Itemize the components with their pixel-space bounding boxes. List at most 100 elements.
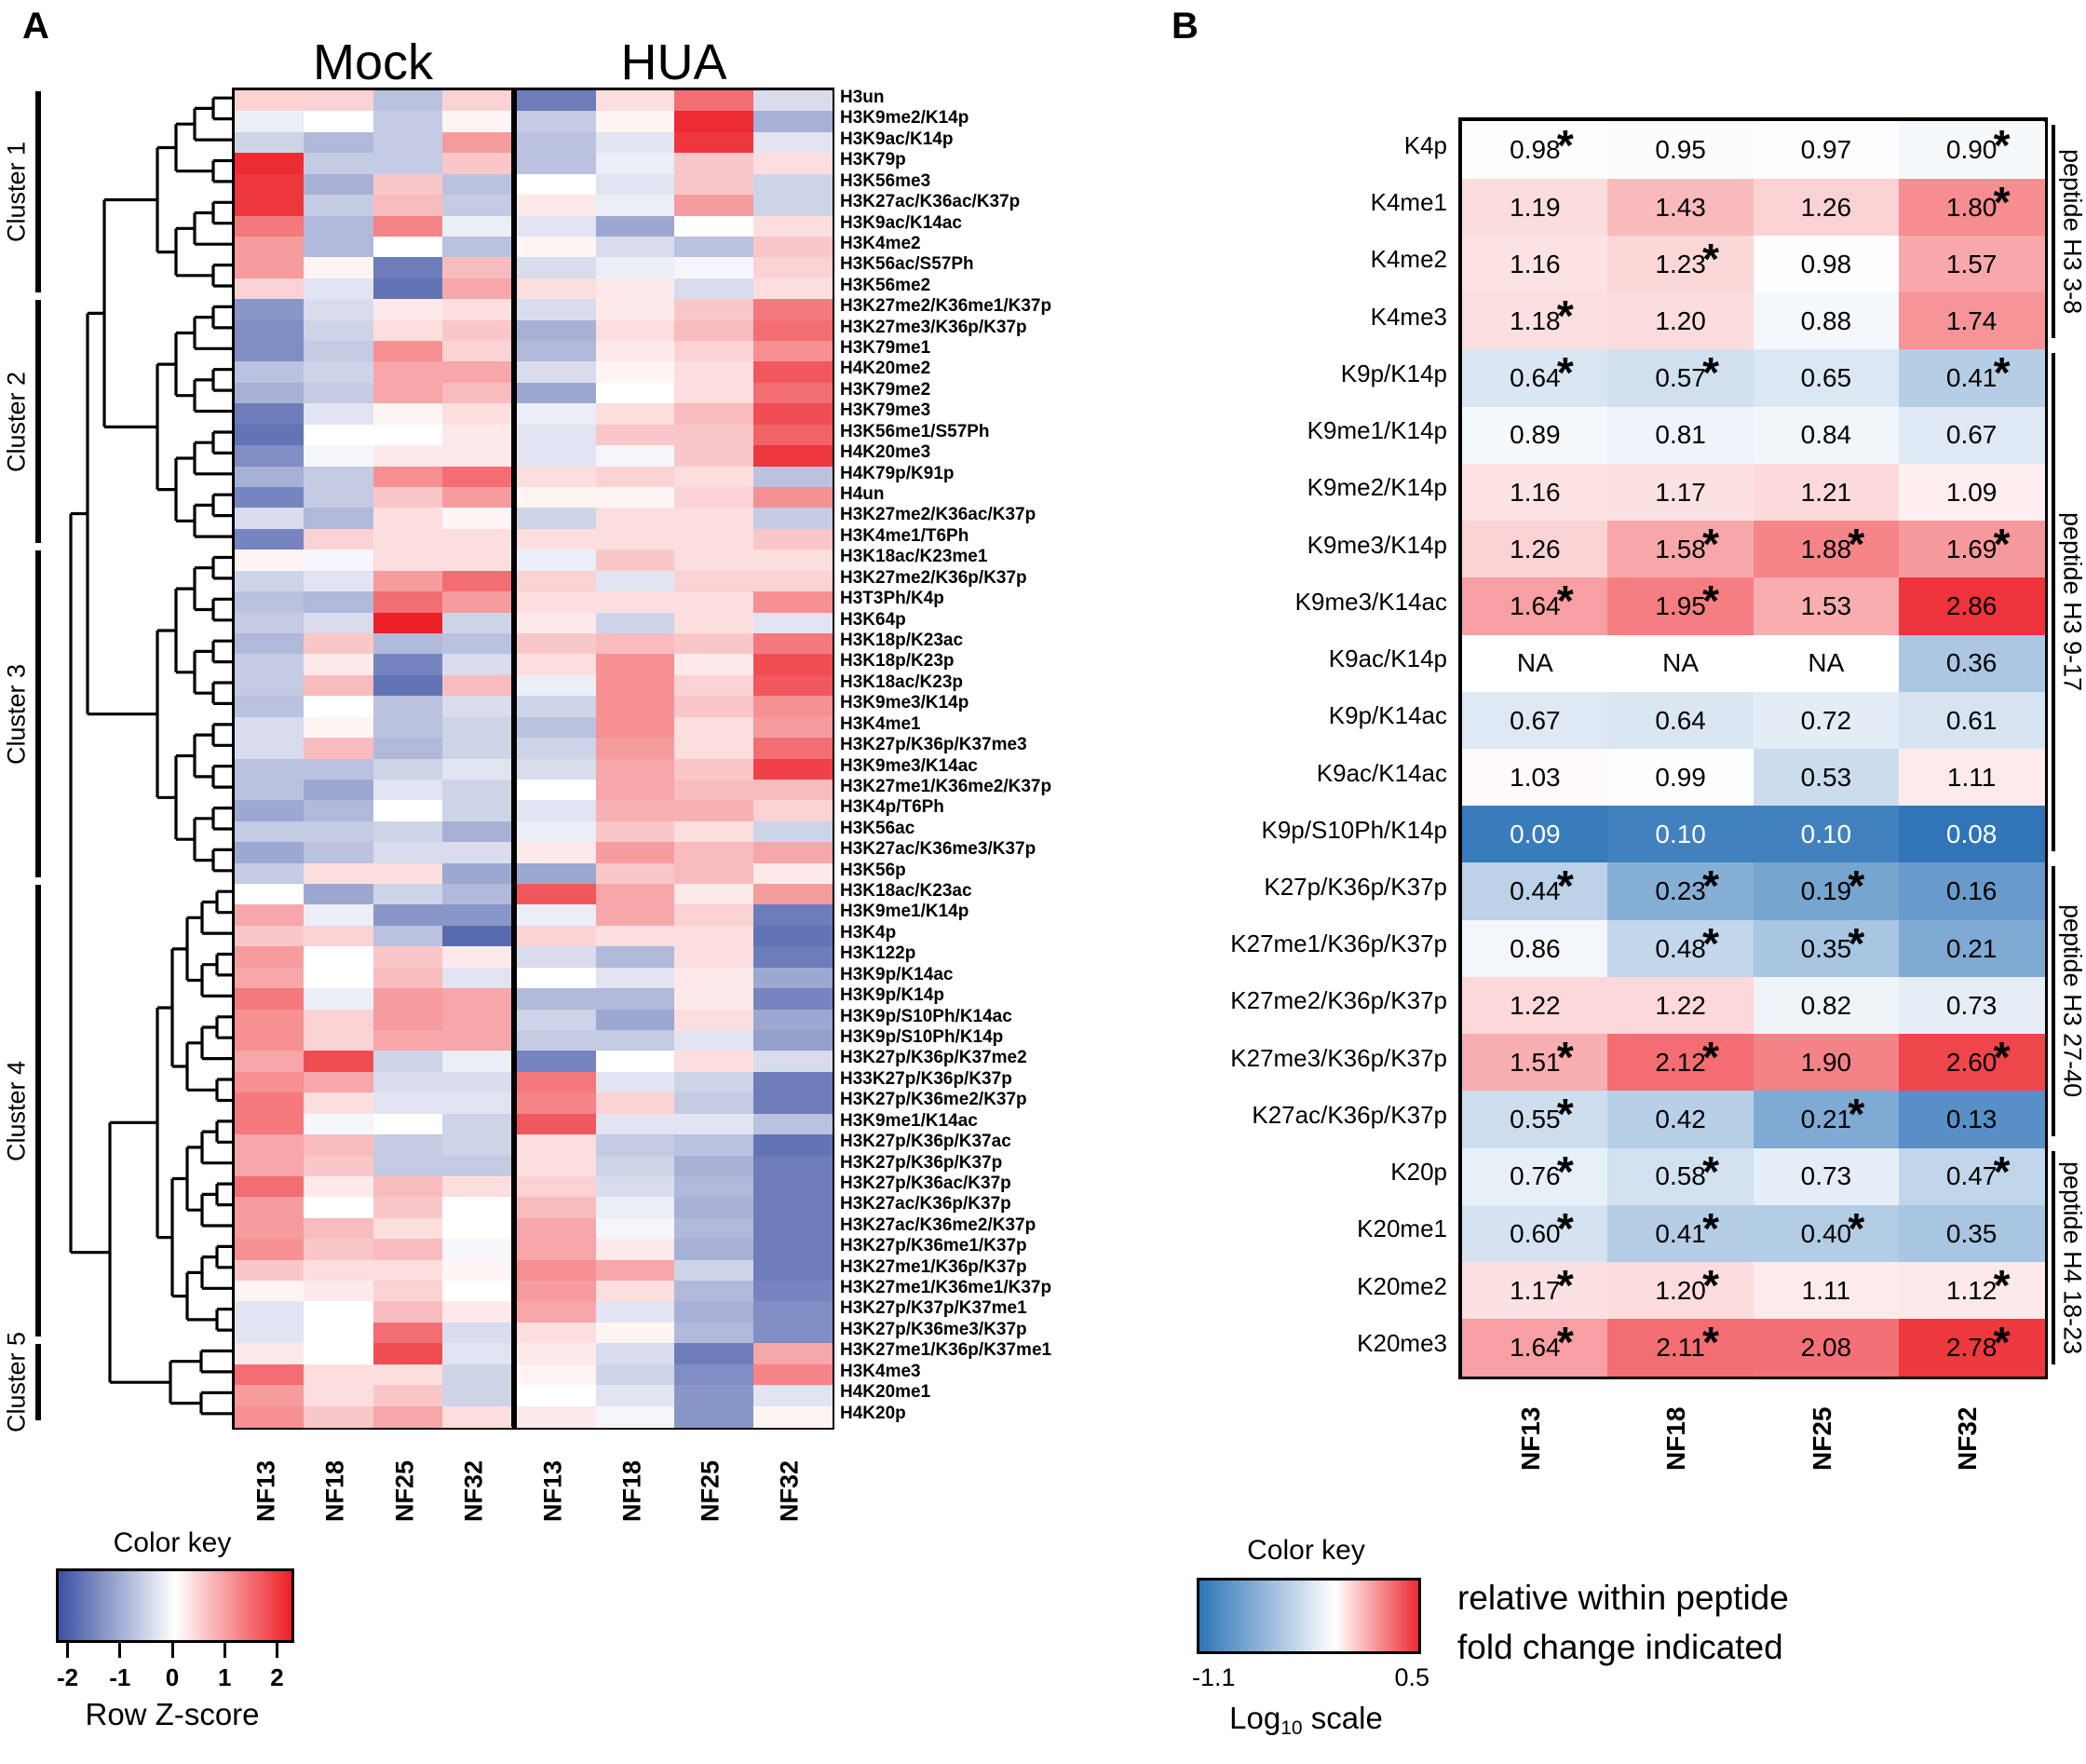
heatmap-cell xyxy=(235,1155,305,1177)
heatmap-cell xyxy=(372,1217,443,1240)
foldchange-cell: 1.57 xyxy=(1898,235,2045,293)
panel-a-letter: A xyxy=(22,6,49,47)
foldchange-value: 1.16 xyxy=(1510,477,1561,507)
heatmap-cell xyxy=(517,361,597,384)
foldchange-row-label: K4me2 xyxy=(1370,245,1447,274)
foldchange-cell: 1.58 * xyxy=(1607,521,1754,578)
heatmap-cell xyxy=(595,738,675,760)
heatmap-cell xyxy=(752,1113,833,1135)
foldchange-cell: 0.35 * xyxy=(1753,918,1900,978)
heatmap-cell xyxy=(372,862,443,885)
color-key-b-gradient xyxy=(1197,1578,1421,1654)
heatmap-cell xyxy=(304,1259,374,1282)
foldchange-cell: 0.13 xyxy=(1898,1091,2045,1149)
significance-asterisk: * xyxy=(1556,862,1574,911)
heatmap-a-row-label: H3K9p/S10Ph/K14p xyxy=(840,1026,1004,1047)
heatmap-cell xyxy=(304,967,374,989)
heatmap-cell xyxy=(517,925,597,947)
heatmap-cell xyxy=(441,862,512,885)
heatmap-cell xyxy=(304,153,374,175)
heatmap-cell xyxy=(235,1259,305,1282)
heatmap-cell xyxy=(441,1197,512,1219)
heatmap-a-row-label: H3K9ac/K14p xyxy=(840,129,954,149)
cluster-bar xyxy=(35,550,41,878)
heatmap-cell xyxy=(372,111,443,133)
heatmap-cell xyxy=(595,1343,675,1365)
heatmap-a-row-label: H4K20p xyxy=(840,1403,906,1423)
heatmap-cell xyxy=(304,570,374,592)
heatmap-cell xyxy=(235,445,305,468)
foldchange-cell: 1.16 xyxy=(1462,463,1608,522)
heatmap-a-row-label: H3K27p/K36me1/K37p xyxy=(840,1236,1027,1256)
heatmap-a-row-label: H3K4p xyxy=(840,922,897,943)
foldchange-cell: 0.16 xyxy=(1898,862,2045,921)
significance-asterisk: * xyxy=(1993,348,2011,398)
foldchange-value: 0.81 xyxy=(1655,420,1706,450)
heatmap-cell xyxy=(235,1217,305,1240)
heatmap-cell xyxy=(372,988,443,1011)
heatmap-cell xyxy=(674,424,754,446)
color-key-b-max-label: 0.5 xyxy=(1394,1663,1429,1691)
foldchange-value: 1.58 xyxy=(1655,534,1706,563)
heatmap-cell xyxy=(752,842,833,864)
heatmap-cell xyxy=(441,257,512,279)
heatmap-cell xyxy=(441,215,512,237)
heatmap-cell xyxy=(517,1197,597,1219)
heatmap-cell xyxy=(517,424,597,446)
heatmap-cell xyxy=(517,654,597,676)
heatmap-cell xyxy=(517,967,597,989)
heatmap-a-row-label: H3K56me2 xyxy=(840,275,931,295)
significance-asterisk: * xyxy=(1556,1033,1574,1082)
foldchange-cell: 0.60 * xyxy=(1462,1204,1608,1263)
heatmap-cell xyxy=(752,1364,833,1386)
foldchange-value: 1.53 xyxy=(1800,591,1852,621)
foldchange-cell: 0.44 * xyxy=(1462,862,1608,921)
heatmap-a-row-label: H3K56ac xyxy=(840,818,915,838)
heatmap-a-row-label: H3K27p/K36ac/K37p xyxy=(840,1173,1011,1193)
heatmap-cell xyxy=(595,1051,675,1073)
heatmap-cell xyxy=(517,758,597,780)
heatmap-cell xyxy=(304,550,374,572)
heatmap-cell xyxy=(441,1113,512,1135)
peptide-bracket xyxy=(2052,1151,2055,1364)
foldchange-row-label: K9p/S10Ph/K14p xyxy=(1261,815,1448,844)
heatmap-cell xyxy=(304,1322,374,1344)
heatmap-cell xyxy=(517,1217,597,1240)
heatmap-cell xyxy=(441,1029,512,1052)
heatmap-cell xyxy=(441,528,512,550)
heatmap-a-row-label: H3K27p/K36p/K37me2 xyxy=(840,1048,1027,1068)
heatmap-cell xyxy=(674,153,754,175)
heatmap-cell xyxy=(372,466,443,488)
heatmap-cell xyxy=(752,90,833,113)
significance-asterisk: * xyxy=(1556,1318,1574,1367)
heatmap-cell xyxy=(304,319,374,342)
heatmap-cell xyxy=(674,1092,754,1115)
heatmap-cell xyxy=(674,466,754,488)
heatmap-cell xyxy=(752,1071,833,1093)
heatmap-cell xyxy=(304,1405,374,1428)
heatmap-cell xyxy=(595,508,675,530)
heatmap-cell xyxy=(517,299,597,321)
heatmap-cell xyxy=(304,1343,374,1365)
heatmap-cell xyxy=(372,1113,443,1135)
significance-asterisk: * xyxy=(1702,234,1720,283)
heatmap-cell xyxy=(441,1385,512,1407)
foldchange-cell: 0.99 xyxy=(1607,749,1754,807)
foldchange-value: 0.23 xyxy=(1655,876,1706,906)
heatmap-cell xyxy=(235,967,305,989)
significance-asterisk: * xyxy=(1702,1033,1720,1082)
heatmap-cell xyxy=(372,925,443,947)
heatmap-cell xyxy=(441,1155,512,1177)
heatmap-cell xyxy=(372,382,443,404)
foldchange-cell: 1.88 * xyxy=(1753,521,1900,578)
heatmap-cell xyxy=(235,884,305,906)
foldchange-cell: 0.41 * xyxy=(1607,1204,1754,1263)
foldchange-column-label: NF32 xyxy=(1952,1406,1982,1471)
foldchange-value: 1.20 xyxy=(1655,306,1706,336)
heatmap-a-row-label: H3K56me1/S57Ph xyxy=(840,421,990,441)
foldchange-value: 1.90 xyxy=(1800,1047,1852,1077)
significance-asterisk: * xyxy=(1848,918,1865,968)
heatmap-cell xyxy=(752,236,833,258)
heatmap-cell xyxy=(517,195,597,217)
heatmap-cell xyxy=(235,424,305,446)
